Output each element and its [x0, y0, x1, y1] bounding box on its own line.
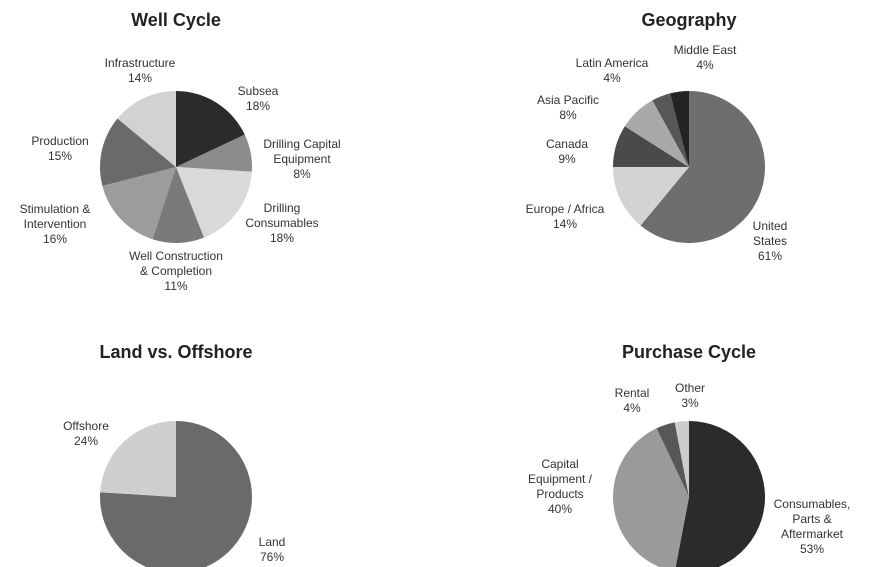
slice-value-label: 3% [681, 396, 699, 410]
slice-value-label: 11% [164, 279, 187, 293]
pie-slice [674, 421, 689, 497]
slice-label: Capital Equipment / Products [528, 457, 593, 501]
pie-slice [100, 421, 176, 497]
pie-slice [117, 91, 176, 167]
slice-value-label: 4% [623, 401, 641, 415]
slice-value-label: 14% [128, 71, 152, 85]
slice-label: Infrastructure [105, 56, 176, 70]
slice-label: Stimulation & Intervention [20, 202, 91, 231]
slice-label: Other [675, 381, 705, 395]
slice-label: Latin America [576, 56, 649, 70]
pie-slice [652, 93, 689, 167]
pie-slice [100, 118, 176, 186]
slice-label: Consumables, Parts & Aftermarket [774, 497, 851, 541]
slice-label: Well Construction & Completion [129, 249, 223, 278]
slice-label: Rental [615, 386, 650, 400]
chart-title: Geography [641, 10, 736, 30]
chart-title: Land vs. Offshore [99, 342, 252, 362]
chart-title: Well Cycle [131, 10, 221, 30]
slice-value-label: 8% [293, 167, 311, 181]
pie-slice [613, 428, 689, 567]
pie-slice [102, 167, 176, 240]
slice-label: Drilling Consumables [245, 201, 318, 230]
slice-value-label: 18% [270, 231, 294, 245]
slice-label: Europe / Africa [526, 202, 605, 216]
pie-slice [613, 167, 689, 226]
slice-label: Drilling Capital Equipment [263, 137, 340, 166]
slice-value-label: 8% [559, 108, 577, 122]
slice-value-label: 24% [74, 434, 98, 448]
pie-slice [613, 126, 689, 167]
slice-label: Middle East [674, 43, 737, 57]
slice-value-label: 15% [48, 149, 72, 163]
slice-label: Production [31, 134, 88, 148]
slice-label: Subsea [238, 84, 279, 98]
pie-slice [624, 100, 689, 167]
slice-value-label: 4% [696, 58, 714, 72]
slice-label: Offshore [63, 419, 109, 433]
chart-title: Purchase Cycle [622, 342, 756, 362]
slice-value-label: 16% [43, 232, 67, 246]
slice-value-label: 9% [558, 152, 576, 166]
pie-slice [176, 134, 253, 172]
slice-label: Land [259, 535, 286, 549]
pie-slice [176, 91, 245, 167]
pie-slice [656, 422, 689, 497]
pie-slice [176, 167, 252, 238]
slice-label: Asia Pacific [537, 93, 599, 107]
pie-slice [670, 91, 689, 167]
slice-value-label: 76% [260, 550, 284, 564]
pie-slice [152, 167, 204, 243]
pie-slice [675, 421, 765, 567]
slice-value-label: 61% [758, 249, 782, 263]
slice-value-label: 4% [603, 71, 621, 85]
pie-slice [640, 91, 766, 243]
slice-value-label: 53% [800, 542, 824, 556]
slice-value-label: 40% [548, 502, 572, 516]
slice-label: United States [753, 219, 788, 248]
pie-slice [100, 421, 252, 567]
slice-value-label: 14% [553, 217, 577, 231]
slice-label: Canada [546, 137, 588, 151]
slice-value-label: 18% [246, 99, 270, 113]
